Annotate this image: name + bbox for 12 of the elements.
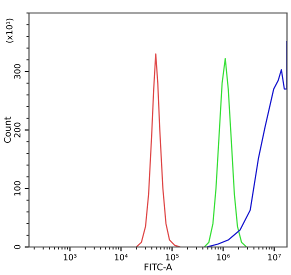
x-tick-label: 10⁴ [114,254,128,260]
y-tick-label: 100 [14,181,20,196]
x-axis-title: FITC-A [144,264,172,270]
y-tick-label: 0 [14,244,20,250]
text: (x10¹) [6,18,14,43]
y-tick-label: 300 [14,64,20,79]
x-tick-label: 10⁶ [217,254,230,260]
x-tick-label: 10⁵ [166,254,179,260]
x-tick-label: 10³ [64,254,76,260]
y-axis-title: Count [4,116,11,143]
x-tick-label: 10⁷ [268,254,281,260]
y-tick-label: 200 [14,122,20,138]
